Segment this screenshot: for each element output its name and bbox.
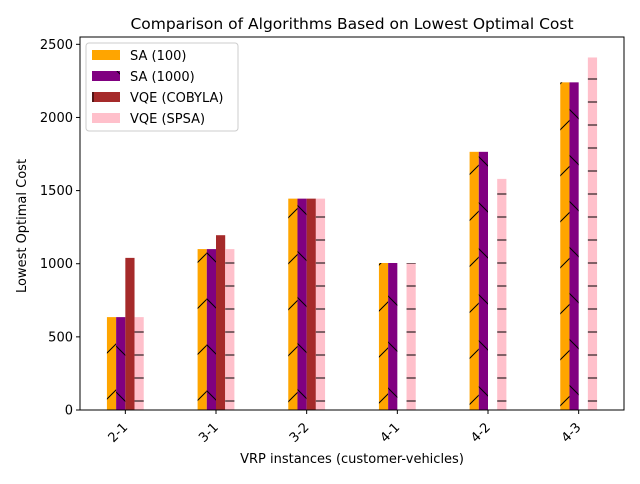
legend-swatch-hatch xyxy=(92,92,120,102)
legend-box xyxy=(85,42,239,132)
bar-hatch xyxy=(469,151,479,410)
legend-label: SA (100) xyxy=(130,49,186,64)
bar-hatch xyxy=(125,257,135,410)
x-axis-label: VRP instances (customer-vehicles) xyxy=(240,452,464,467)
legend-label: VQE (SPSA) xyxy=(130,112,205,127)
bar-hatch xyxy=(106,317,117,410)
bar-hatch xyxy=(225,249,235,410)
bar-hatch xyxy=(497,178,507,410)
plot-frame xyxy=(79,36,625,411)
bar-hatch xyxy=(134,317,144,410)
y-tick-label: 1000 xyxy=(40,257,73,272)
bar-hatch xyxy=(406,262,416,410)
bar-hatch xyxy=(306,198,316,410)
x-tick-label: 4-3 xyxy=(559,420,585,446)
x-tick-label: 4-1 xyxy=(378,420,404,446)
bar-hatch xyxy=(206,249,216,410)
bar-hatch xyxy=(216,235,226,410)
bar-hatch xyxy=(197,249,207,410)
legend-swatch-hatch xyxy=(92,50,120,60)
bar-hatch xyxy=(560,82,570,411)
legend-swatch-hatch xyxy=(92,113,120,123)
bar-hatch xyxy=(315,198,326,410)
y-tick-label: 0 xyxy=(65,404,73,419)
bar-hatch xyxy=(288,198,298,410)
x-tick-label: 3-2 xyxy=(287,420,313,446)
bar-hatch xyxy=(569,82,579,411)
bar-hatch xyxy=(378,262,389,410)
legend-label: SA (1000) xyxy=(130,70,195,85)
bar-hatch xyxy=(388,262,398,410)
y-tick-label: 2500 xyxy=(40,38,73,53)
bar-hatch xyxy=(297,198,307,410)
y-tick-label: 500 xyxy=(48,330,73,345)
legend: SA (100) SA (1000) VQE (COBYLA) VQE (SPSA) xyxy=(85,42,239,132)
bar-hatch xyxy=(116,317,126,410)
legend-swatch-hatch xyxy=(92,71,120,81)
x-tick-label: 2-1 xyxy=(106,420,132,446)
x-tick-label: 3-1 xyxy=(196,420,222,446)
plot-area xyxy=(106,57,598,411)
bar-hatch xyxy=(478,151,488,410)
legend-label: VQE (COBYLA) xyxy=(130,91,224,106)
y-axis-label: Lowest Optimal Cost xyxy=(15,159,30,293)
bar-hatch xyxy=(587,57,598,411)
x-tick-label: 4-2 xyxy=(468,420,494,446)
y-tick-label: 1500 xyxy=(40,184,73,199)
y-tick-label: 2000 xyxy=(40,111,73,126)
chart-title: Comparison of Algorithms Based on Lowest… xyxy=(130,15,573,33)
